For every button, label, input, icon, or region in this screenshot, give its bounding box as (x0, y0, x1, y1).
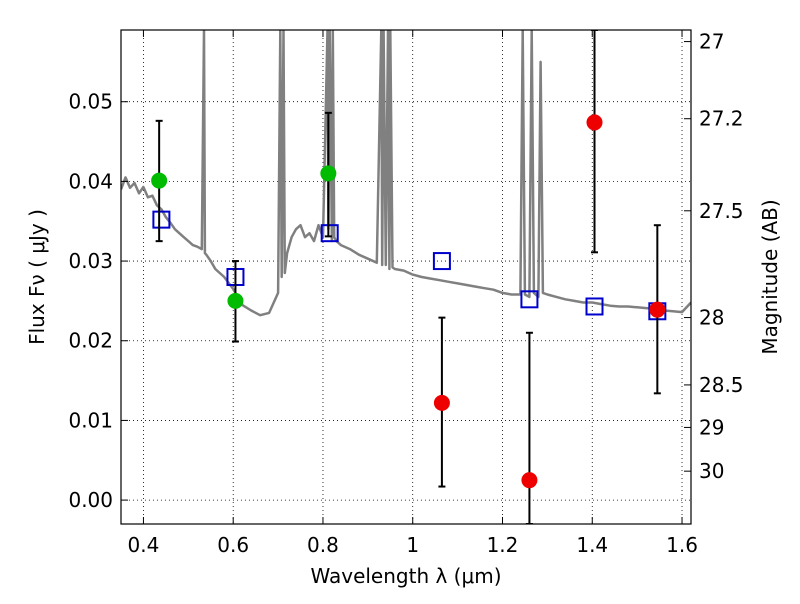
model-photometry-square (152, 210, 171, 229)
detection-point (151, 172, 168, 189)
y2-tick-label: 28.5 (699, 373, 744, 397)
x-tick-label: 1.2 (487, 533, 519, 557)
x-tick-label: 1 (406, 533, 419, 557)
model-spectrum-line (121, 30, 691, 317)
y-axis-title: Flux Fν ( μJy ) (25, 209, 49, 345)
nondetection-point (433, 394, 450, 411)
y2-axis-title: Magnitude (AB) (758, 199, 782, 354)
detection-point (320, 165, 337, 182)
y2-tick-label: 27.2 (699, 107, 744, 131)
model-photometry-square (432, 252, 451, 271)
y-tick-label: 0.00 (68, 488, 113, 512)
plot-frame (120, 29, 692, 525)
y-tick-label: 0.05 (68, 90, 113, 114)
y2-tick-label: 27.5 (699, 199, 744, 223)
model-photometry-square (320, 224, 339, 243)
y-tick-label: 0.03 (68, 249, 113, 273)
y2-tick-label: 29 (699, 415, 724, 439)
x-tick-label: 0.8 (307, 533, 339, 557)
plot-layer (121, 30, 691, 524)
x-axis-title: Wavelength λ (μm) (310, 564, 501, 588)
y2-tick-label: 27 (699, 30, 724, 54)
x-tick-label: 1.6 (666, 533, 698, 557)
nondetection-point (586, 114, 603, 131)
model-photometry-square (585, 297, 604, 316)
y-tick-label: 0.04 (68, 169, 113, 193)
nondetection-point (521, 472, 538, 489)
x-tick-label: 1.4 (576, 533, 608, 557)
x-tick-label: 0.4 (128, 533, 160, 557)
detection-point (227, 292, 244, 309)
y-tick-label: 0.01 (68, 408, 113, 432)
nondetection-point (649, 301, 666, 318)
y2-tick-label: 30 (699, 459, 724, 483)
model-photometry-square (520, 290, 539, 309)
tick-layer: 0.4 0.6 0.8 1 1.2 1.4 1.6 0.00 0.01 0.02 0.03 0.04 0… (68, 30, 743, 557)
y2-tick-label: 28 (699, 306, 724, 330)
x-tick-label: 0.6 (217, 533, 249, 557)
y-tick-label: 0.02 (68, 329, 113, 353)
grid-layer (121, 30, 691, 524)
